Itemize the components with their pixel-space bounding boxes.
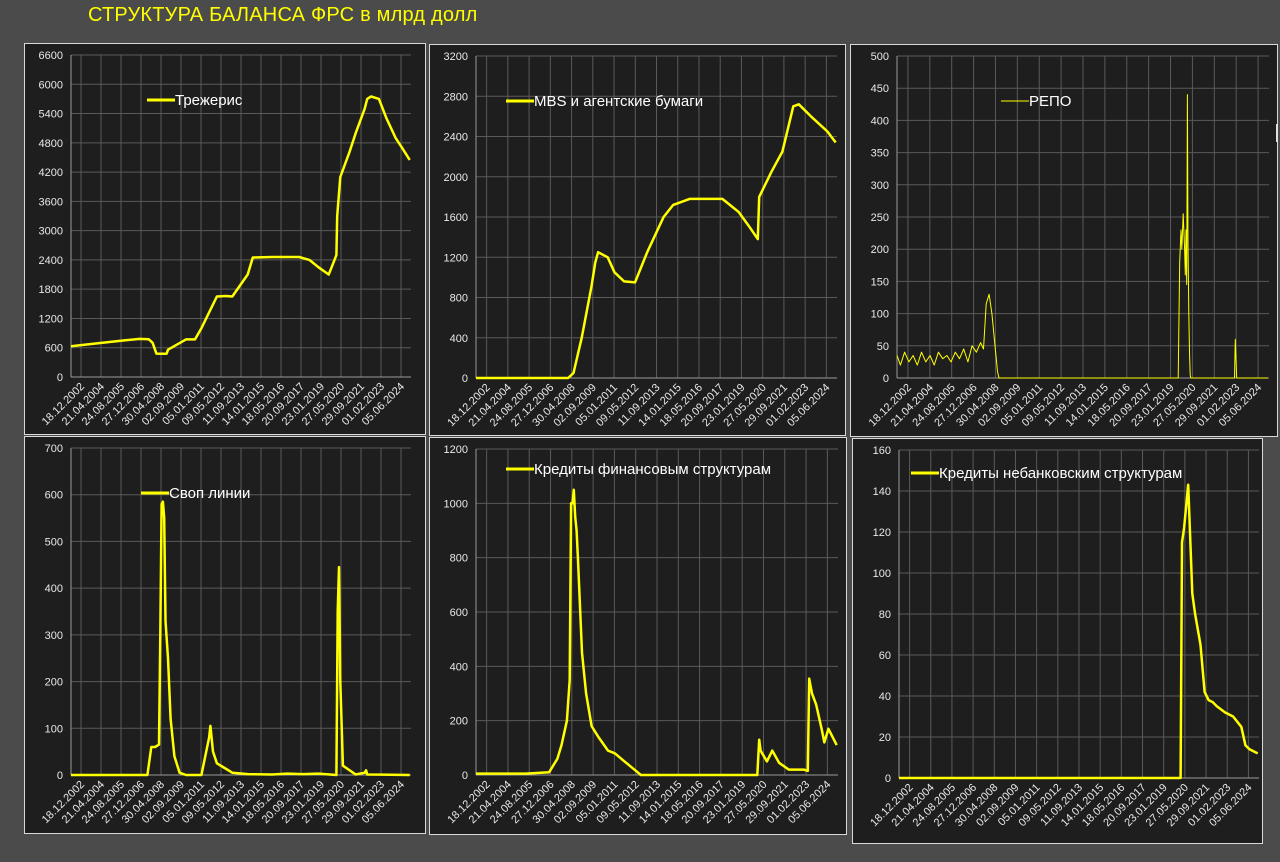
y-tick-label: 800 — [450, 293, 468, 305]
y-tick-label: 2400 — [444, 132, 468, 144]
y-tick-label: 500 — [871, 51, 889, 63]
y-tick-label: 600 — [45, 490, 63, 502]
y-tick-label: 2400 — [39, 255, 63, 267]
series-line — [899, 483, 1259, 780]
chart-repo: 0 50 100 150 200 250 300 350 400 450 500 18.12.2002… — [850, 44, 1278, 437]
y-tick-label: 200 — [45, 677, 63, 689]
y-tick-label: 700 — [45, 443, 63, 455]
legend-label: Кредиты небанковским структурам — [939, 465, 1182, 482]
chart-swap-lines: 0 100 200 300 400 500 600 700 18.12.2002 21.04.20… — [24, 436, 426, 834]
y-tick-label: 0 — [462, 770, 468, 782]
y-tick-label: 100 — [873, 568, 891, 580]
legend-label: Трежерис — [175, 92, 243, 109]
series-line — [896, 94, 1268, 379]
y-tick-label: 450 — [871, 83, 889, 95]
y-tick-label: 1600 — [444, 212, 468, 224]
y-tick-label: 800 — [450, 553, 468, 565]
y-tick-label: 300 — [871, 180, 889, 192]
chart-loans-financial: 0 200 400 600 800 1000 1200 18.12.2002 21.04.200… — [429, 437, 847, 835]
y-tick-label: 1800 — [39, 284, 63, 296]
series-line — [476, 103, 837, 380]
y-tick-label: 400 — [45, 583, 63, 595]
legend-label: Кредиты финансовым структурам — [534, 461, 771, 478]
y-tick-label: 600 — [450, 607, 468, 619]
y-tick-label: 1200 — [444, 252, 468, 264]
series-line — [70, 95, 411, 356]
y-tick-label: 400 — [871, 115, 889, 127]
y-tick-label: 500 — [45, 536, 63, 548]
series-line — [71, 500, 410, 777]
y-tick-label: 20 — [879, 732, 891, 744]
y-tick-label: 50 — [877, 341, 889, 353]
y-tick-label: 0 — [883, 373, 889, 385]
y-tick-label: 3200 — [444, 51, 468, 63]
y-tick-label: 160 — [873, 445, 891, 457]
y-tick-label: 1000 — [444, 498, 468, 510]
y-tick-label: 250 — [871, 212, 889, 224]
chart-mbs: 0 400 800 1200 1600 2000 2400 2800 3200 18.12.200… — [429, 44, 846, 436]
y-tick-label: 2800 — [444, 91, 468, 103]
y-tick-label: 100 — [871, 309, 889, 321]
chart-treasuries: 0 600 1200 1800 2400 3000 3600 4200 4800 5400 6000… — [24, 43, 426, 435]
y-tick-label: 0 — [57, 770, 63, 782]
y-tick-label: 600 — [45, 343, 63, 355]
y-tick-label: 400 — [450, 661, 468, 673]
y-tick-label: 1200 — [39, 313, 63, 325]
y-tick-label: 200 — [450, 716, 468, 728]
y-tick-label: 40 — [879, 691, 891, 703]
y-tick-label: 5400 — [39, 109, 63, 121]
y-tick-label: 0 — [57, 372, 63, 384]
y-tick-label: 60 — [879, 650, 891, 662]
y-tick-label: 140 — [873, 486, 891, 498]
legend-label: Своп линии — [169, 485, 250, 502]
y-tick-label: 6000 — [39, 79, 63, 91]
page-title: СТРУКТУРА БАЛАНСА ФРС в млрд долл — [88, 4, 478, 26]
y-tick-label: 4200 — [39, 167, 63, 179]
y-tick-label: 3600 — [39, 196, 63, 208]
series-line — [476, 488, 838, 777]
y-tick-label: 0 — [462, 373, 468, 385]
y-tick-label: 3000 — [39, 226, 63, 238]
y-tick-label: 2000 — [444, 172, 468, 184]
y-tick-label: 6600 — [39, 50, 63, 62]
y-tick-label: 120 — [873, 527, 891, 539]
y-tick-label: 300 — [45, 630, 63, 642]
legend-label: MBS и агентские бумаги — [534, 93, 703, 110]
y-tick-label: 400 — [450, 333, 468, 345]
y-tick-label: 0 — [885, 773, 891, 785]
y-tick-label: 350 — [871, 148, 889, 160]
y-tick-label: 100 — [45, 723, 63, 735]
edge-mark — [1276, 124, 1278, 142]
chart-loans-nonbank: 0 20 40 60 80 100 120 140 160 18.12.2002 21.04.200… — [852, 438, 1263, 844]
y-tick-label: 80 — [879, 609, 891, 621]
y-tick-label: 200 — [871, 244, 889, 256]
y-tick-label: 4800 — [39, 138, 63, 150]
legend-label: РЕПО — [1029, 93, 1071, 110]
y-tick-label: 150 — [871, 276, 889, 288]
y-tick-label: 1200 — [444, 444, 468, 456]
